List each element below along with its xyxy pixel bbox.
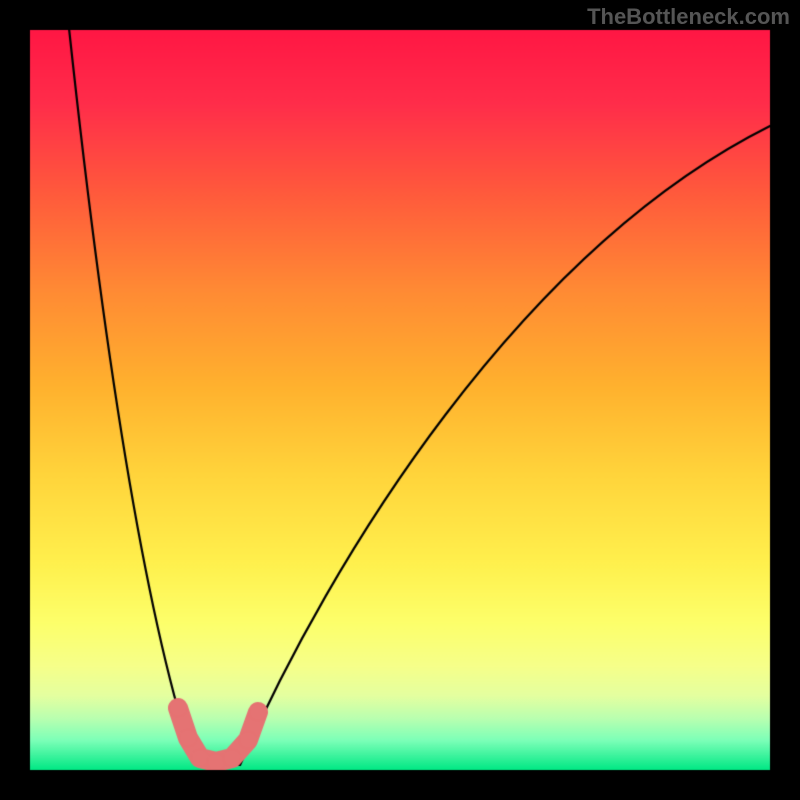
bottleneck-chart: [0, 0, 800, 800]
watermark-text: TheBottleneck.com: [587, 4, 790, 30]
